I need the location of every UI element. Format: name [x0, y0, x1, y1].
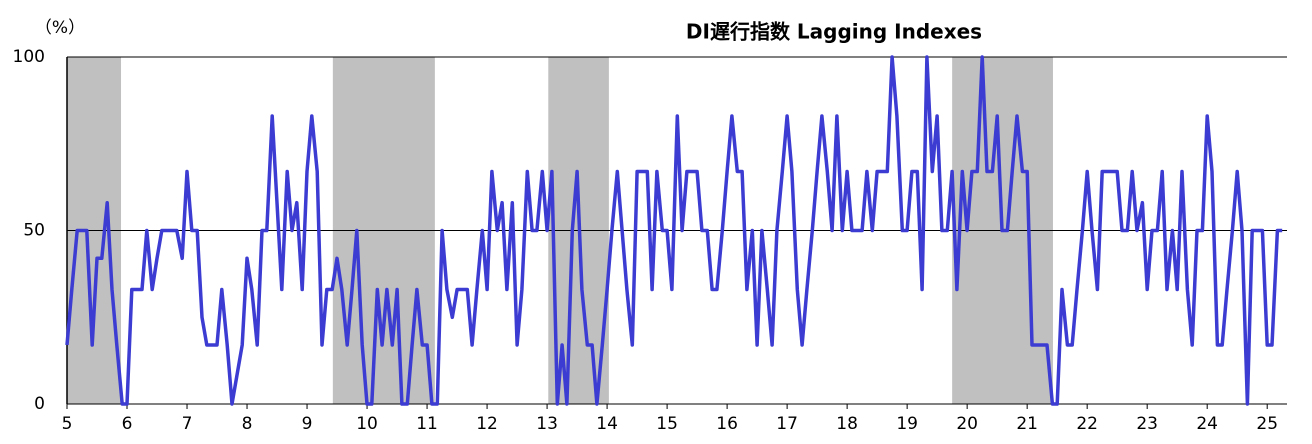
x-tick-label: 8 — [242, 414, 253, 434]
x-tick-label: 24 — [1196, 414, 1218, 434]
x-tick-label: 5 — [62, 414, 73, 434]
y-axis-label: （%） — [35, 18, 85, 38]
x-tick-label: 10 — [356, 414, 378, 434]
x-tick-label: 11 — [416, 414, 438, 434]
chart-title: DI遅行指数 Lagging Indexes — [686, 20, 982, 44]
x-tick-label: 17 — [776, 414, 798, 434]
x-tick-label: 12 — [476, 414, 498, 434]
x-tick-label: 18 — [836, 414, 858, 434]
x-tick-label: 13 — [536, 414, 558, 434]
x-tick-label: 20 — [956, 414, 978, 434]
x-tick-label: 15 — [656, 414, 678, 434]
x-tick-label: 25 — [1256, 414, 1278, 434]
y-tick-label: 50 — [23, 221, 45, 241]
x-tick-label: 7 — [182, 414, 193, 434]
x-tick-label: 6 — [122, 414, 133, 434]
y-tick-label: 100 — [13, 47, 45, 67]
x-tick-label: 23 — [1136, 414, 1158, 434]
data-line — [65, 55, 1283, 406]
x-tick-label: 16 — [716, 414, 738, 434]
x-tick-label: 9 — [302, 414, 313, 434]
x-tick-label: 21 — [1016, 414, 1038, 434]
x-tick-label: 19 — [896, 414, 918, 434]
y-tick-label: 0 — [34, 394, 45, 414]
x-tick-label: 22 — [1076, 414, 1098, 434]
x-tick-label: 14 — [596, 414, 618, 434]
